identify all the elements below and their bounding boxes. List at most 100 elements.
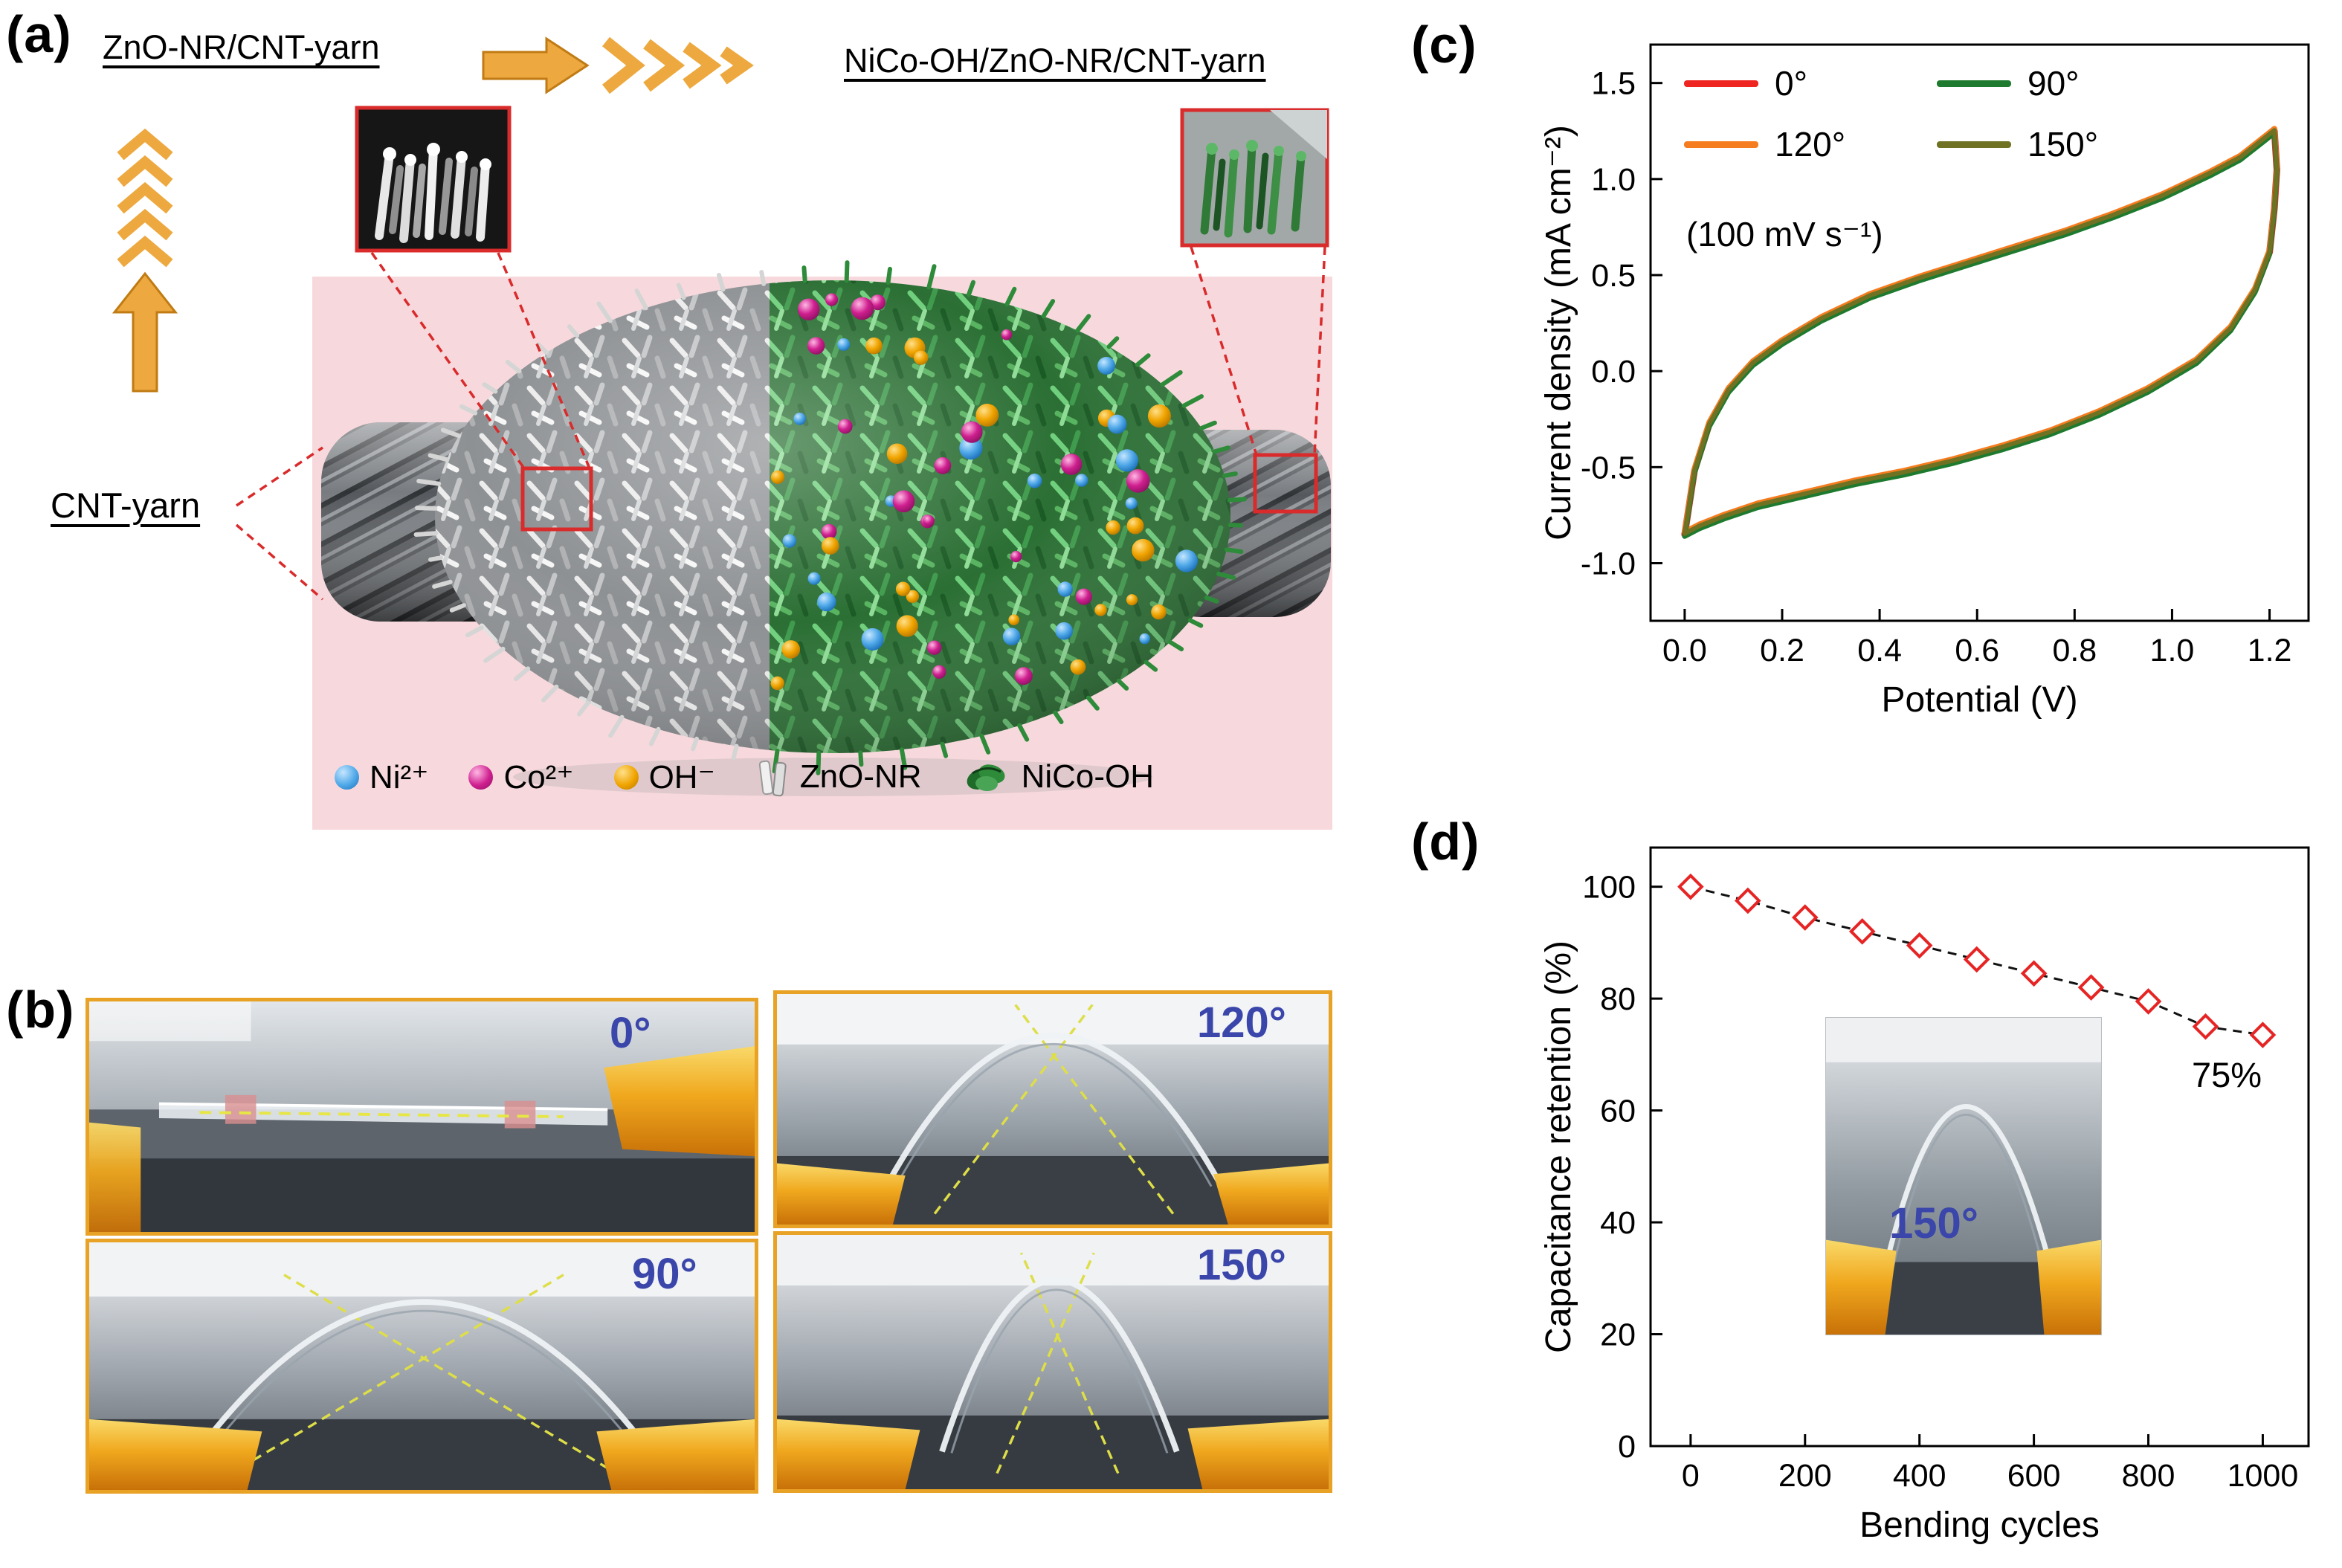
legend-label-ni: Ni²⁺: [370, 758, 429, 796]
nanorod-spike: [1167, 639, 1184, 652]
nanorod-spike: [1222, 471, 1238, 478]
ion-sphere-ni-ion: [1097, 356, 1116, 375]
inset-zno-sem: [355, 106, 512, 253]
cv-legend: 0° 90° 120° 150°: [1684, 63, 2190, 164]
nanorod-spike: [979, 733, 991, 755]
ion-sphere-co-ion: [870, 294, 885, 311]
ion-sphere-oh-ion: [975, 404, 999, 427]
angle-label-120: 120°: [1197, 998, 1286, 1047]
ion-sphere-co-ion: [927, 640, 942, 655]
ion-sphere-oh-ion: [865, 337, 883, 355]
ion-sphere-ni-ion: [1125, 497, 1138, 510]
retention-trend-line: [1690, 885, 2263, 1036]
photo-0deg-art: [89, 1001, 755, 1232]
x-tick-label: 200: [1778, 1458, 1832, 1494]
legend-label-zno: ZnO-NR: [799, 758, 922, 795]
x-tick-label: 0.0: [1662, 633, 1707, 668]
nanorod-spike: [1041, 299, 1056, 319]
retention-marker: [2077, 974, 2105, 1001]
x-tick-label: 400: [1893, 1458, 1946, 1494]
nanorod-spike: [541, 684, 559, 703]
nanorod-spike: [608, 714, 625, 738]
y-tick-label: 1.5: [1591, 66, 1636, 102]
x-tick-label: 0.2: [1760, 633, 1804, 668]
plot-frame: [1649, 846, 2310, 1448]
ion-sphere-oh-ion: [770, 676, 784, 691]
nanorod-spike: [858, 750, 864, 767]
y-tick-label: 40: [1600, 1205, 1636, 1241]
nanorod-spike: [1053, 710, 1064, 724]
ion-sphere-oh-ion: [770, 470, 785, 484]
ion-sphere-ni-ion: [1107, 414, 1127, 434]
cv-legend-item-90: 90°: [1937, 63, 2190, 103]
x-tick-label: 1000: [2228, 1458, 2299, 1494]
ion-sphere-oh-ion: [822, 537, 839, 555]
ion-sphere-co-ion: [851, 297, 874, 320]
angle-label-0: 0°: [610, 1009, 651, 1057]
x-tick-label: 1.0: [2150, 633, 2195, 668]
x-tick-label: 0.4: [1857, 633, 1902, 668]
co-ion-icon: [468, 764, 494, 790]
retention-annotation: 75%: [2192, 1055, 2262, 1094]
cv-chart: 0.0 0.2 0.4 0.6 0.8 1.0 1.2 -1.0 -0.5 0.0 0.5 1.0 1.…: [1539, 43, 2310, 720]
cv-curve-150°: [1682, 128, 2280, 536]
ion-sphere-oh-ion: [1126, 517, 1144, 535]
nanorod-spike: [926, 264, 937, 290]
nanorod-spike: [413, 531, 439, 537]
scan-rate-annotation: (100 mV s⁻¹): [1686, 215, 1883, 254]
nanorod-spike: [536, 342, 549, 355]
nanorod-spike: [505, 360, 522, 374]
photo-120deg-art: [777, 994, 1329, 1225]
cv-legend-swatch-90: [1937, 80, 2011, 87]
plot-frame: [1649, 43, 2310, 622]
ion-sphere-ni-ion: [793, 413, 806, 425]
y-tick-label: 100: [1582, 870, 1636, 906]
nanorod-spike: [1187, 618, 1204, 628]
ion-sphere-co-ion: [1001, 329, 1013, 341]
ion-sphere-oh-ion: [1147, 404, 1171, 428]
x-tick-label: 600: [2007, 1458, 2061, 1494]
cv-legend-swatch-120: [1684, 141, 1758, 148]
nanorod-spike: [1017, 723, 1030, 742]
ion-sphere-oh-ion: [1008, 614, 1019, 625]
cv-curve-90°: [1682, 130, 2280, 539]
panel-c-label: (c): [1411, 16, 1477, 74]
growth-arrows-icon: [112, 128, 178, 393]
nanorod-spike: [1085, 695, 1100, 711]
y-axis-label: Current density (mA cm⁻²): [1539, 125, 1578, 541]
nanorod-spike: [1075, 314, 1091, 333]
nanorod-spike: [759, 270, 767, 286]
photo-150deg: 150°: [773, 1231, 1332, 1493]
nanorod-spike: [459, 404, 478, 416]
nanorod-spike: [449, 603, 466, 613]
retention-marker: [2249, 1022, 2277, 1048]
nanorod-spike: [717, 273, 726, 292]
retention-marker: [1906, 932, 1933, 959]
x-tick-label: 1.2: [2248, 633, 2292, 668]
x-axis-label: Bending cycles: [1859, 1506, 2100, 1545]
cv-legend-label-150: 150°: [2028, 125, 2099, 164]
nanorod-spike: [676, 283, 686, 300]
nanorod-spike: [432, 579, 453, 589]
ion-sphere-ni-ion: [1002, 627, 1021, 645]
ni-ion-icon: [335, 764, 359, 790]
ion-sphere-ni-ion: [1057, 581, 1073, 597]
nanorod-spike: [567, 324, 580, 338]
photo-150deg-art: [777, 1235, 1329, 1489]
cv-legend-label-0: 0°: [1775, 64, 1807, 103]
nanorod-spike: [428, 555, 444, 562]
nanorod-spike: [440, 428, 462, 439]
legend-label-nico: NiCo-OH: [1021, 758, 1155, 795]
legend-item-oh: OH⁻: [613, 758, 715, 796]
nanorod-spike: [1216, 571, 1236, 580]
nanorod-spike: [816, 750, 822, 775]
retention-marker: [2192, 1013, 2219, 1040]
ion-sphere-co-ion: [1075, 588, 1092, 605]
cv-legend-swatch-150: [1937, 141, 2011, 148]
angle-label-90: 90°: [632, 1250, 697, 1298]
nanorod-spike: [1143, 659, 1158, 672]
material-legend: Ni²⁺ Co²⁺ OH⁻ ZnO-NR NiCo-OH: [335, 749, 1194, 804]
nanorod-spike: [1199, 420, 1217, 430]
nanorod-spike: [967, 280, 975, 297]
ion-sphere-ni-ion: [1139, 633, 1150, 645]
